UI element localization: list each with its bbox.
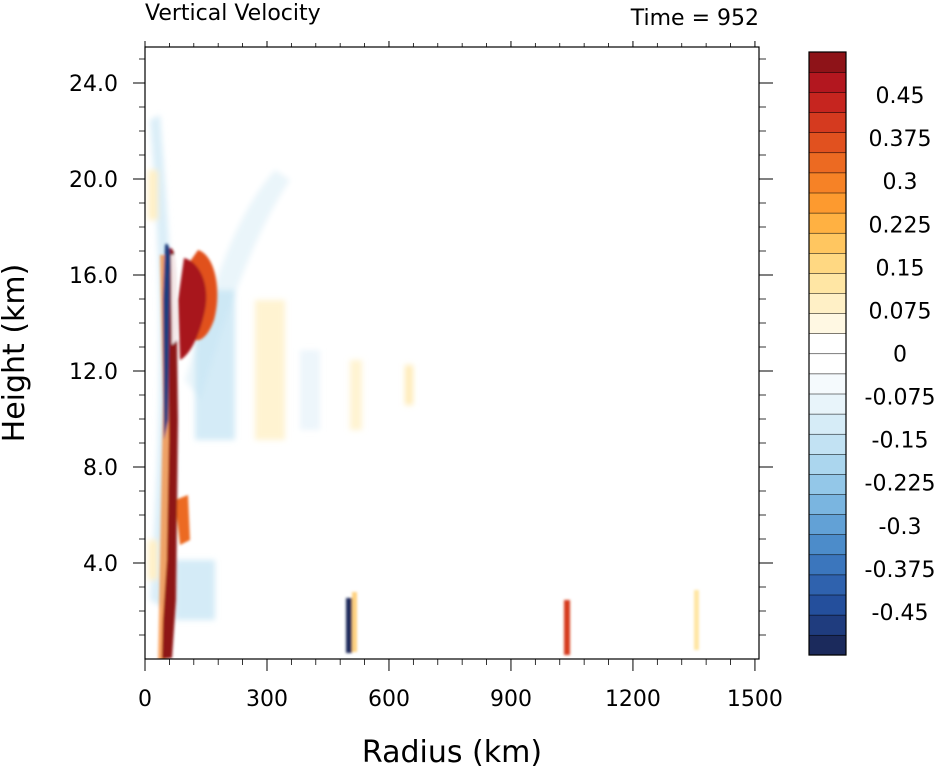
colorbar-swatch (808, 252, 847, 274)
eyewall-updraft (162, 248, 178, 659)
colorbar-swatch (808, 473, 847, 495)
y-tick-label: 12.0 (69, 360, 118, 385)
colorbar-swatch (808, 313, 847, 334)
strong-field (158, 243, 699, 659)
outflow-updraft (178, 258, 207, 360)
colorbar-swatch (808, 71, 847, 93)
colorbar-swatch (808, 272, 847, 294)
colorbar-swatch (808, 393, 847, 415)
colorbar (808, 51, 847, 656)
plot-frame (144, 46, 760, 660)
y-tick-label: 16.0 (69, 264, 118, 289)
colorbar-label: -0.075 (865, 386, 935, 411)
colorbar-swatch (808, 514, 847, 535)
plot-background (145, 47, 759, 659)
colorbar-label: 0.225 (869, 213, 932, 238)
colorbar-label: -0.45 (872, 601, 929, 626)
colorbar-swatch (808, 212, 847, 234)
colorbar-swatch (808, 353, 847, 375)
colorbar-swatch (808, 232, 847, 254)
colorbar-frame (808, 51, 847, 656)
colorbar-swatch (808, 634, 847, 656)
weak-updraft-patch-2 (350, 360, 362, 430)
bl-cell-updraft (564, 600, 570, 655)
x-tick-label: 900 (490, 687, 532, 712)
colorbar-swatch (808, 453, 847, 475)
x-axis-label: Radius (km) (362, 735, 542, 770)
y-tick-label: 4.0 (83, 552, 118, 577)
colorbar-label: -0.15 (872, 429, 929, 454)
velocity-field (148, 115, 699, 659)
major-ticks (133, 41, 773, 671)
weak-downdraft-patch-2 (300, 350, 320, 430)
colorbar-labels: 0.45 0.375 0.3 0.225 0.15 0.075 0 -0.075 -0.15 -0… (865, 84, 935, 626)
colorbar-swatch (808, 594, 847, 616)
colorbar-swatch (808, 574, 847, 596)
colorbar-label: 0.3 (883, 170, 918, 195)
weak-updraft-patch (255, 300, 285, 440)
colorbar-label: -0.375 (865, 558, 935, 583)
colorbar-swatch (808, 192, 847, 214)
bl-cell-halo (352, 592, 357, 652)
colorbar-swatch (808, 534, 847, 556)
colorbar-swatch (808, 373, 847, 395)
colorbar-swatch (808, 292, 847, 314)
colorbar-swatch (808, 152, 847, 174)
bl-cell-weak-updraft (694, 590, 699, 650)
eye-gap (171, 255, 177, 345)
chart-title: Vertical Velocity (145, 1, 321, 26)
colorbar-label: -0.3 (879, 515, 922, 540)
chart-subtitle: Time = 952 (630, 6, 759, 31)
colorbar-swatch (808, 433, 847, 455)
colorbar-label: 0.15 (876, 256, 925, 281)
x-tick-label: 600 (368, 687, 410, 712)
colorbar-swatch (808, 51, 847, 73)
colorbar-swatch (808, 554, 847, 576)
colorbar-swatch (808, 172, 847, 194)
x-tick-label: 1200 (605, 687, 661, 712)
y-tick-label: 24.0 (69, 72, 118, 97)
colorbar-label: 0.075 (869, 299, 932, 324)
low-downdraft-patch (175, 560, 215, 620)
tick-labels: 0 300 600 900 1200 1500 4.0 8.0 12.0 16.0 20.0 24.0 (69, 72, 783, 712)
colorbar-swatch (808, 614, 847, 636)
lower-edge-patch (148, 540, 158, 580)
colorbar-swatch (808, 112, 847, 133)
colorbar-label: -0.225 (865, 472, 935, 497)
colorbar-swatch (808, 413, 847, 435)
x-tick-label: 300 (246, 687, 288, 712)
colorbar-label: 0 (893, 343, 907, 368)
colorbar-swatch (808, 132, 847, 154)
bl-cell-downdraft (346, 598, 352, 653)
colorbar-label: 0.45 (876, 84, 925, 109)
colorbar-label: 0.375 (869, 127, 932, 152)
colorbar-swatch (808, 493, 847, 515)
minor-ticks (139, 43, 766, 665)
x-tick-label: 1500 (727, 687, 783, 712)
x-tick-label: 0 (138, 687, 152, 712)
upper-edge-patch (148, 170, 158, 220)
y-tick-label: 20.0 (69, 168, 118, 193)
y-tick-label: 8.0 (83, 456, 118, 481)
weak-updraft-patch-3 (405, 365, 413, 405)
y-axis-label: Height (km) (0, 264, 32, 443)
eye-downdraft (163, 243, 171, 440)
colorbar-swatch (808, 91, 847, 113)
colorbar-swatch (808, 333, 847, 355)
outer-updraft-patch (175, 495, 190, 545)
